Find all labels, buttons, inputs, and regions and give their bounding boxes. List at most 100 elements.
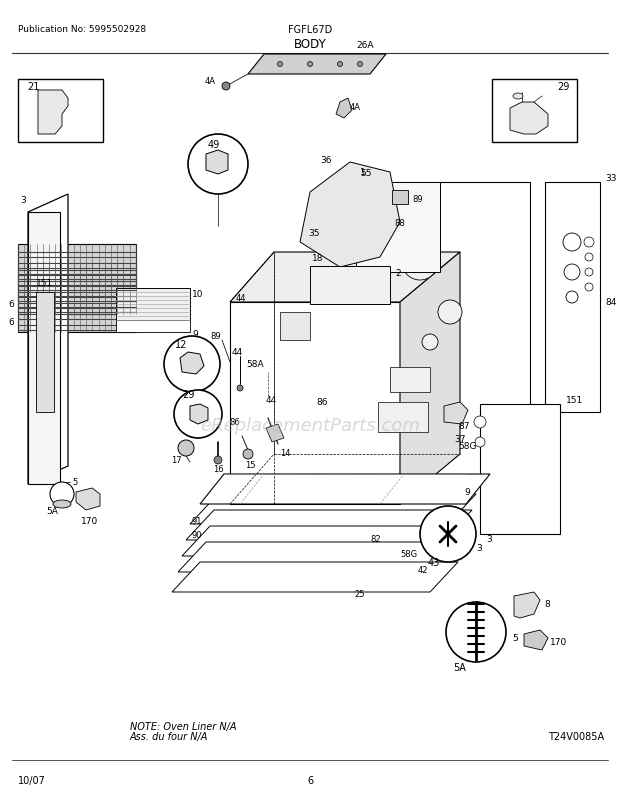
Text: 16: 16 <box>213 464 223 473</box>
Text: 44: 44 <box>266 396 277 405</box>
Text: 37: 37 <box>454 435 466 444</box>
Text: 90: 90 <box>192 530 203 539</box>
Text: 86: 86 <box>316 398 327 407</box>
Polygon shape <box>514 592 540 618</box>
Text: 29: 29 <box>182 390 194 399</box>
Ellipse shape <box>53 500 71 508</box>
Text: BODY: BODY <box>294 38 326 51</box>
Text: 44: 44 <box>236 294 247 302</box>
Text: 82: 82 <box>370 534 381 543</box>
Circle shape <box>237 386 243 391</box>
Text: 10: 10 <box>192 290 203 299</box>
Polygon shape <box>18 245 136 314</box>
Text: 5: 5 <box>512 634 518 642</box>
Bar <box>18 80 103 143</box>
Text: 6: 6 <box>307 775 313 784</box>
Text: FGFL67D: FGFL67D <box>288 25 332 34</box>
Text: 5: 5 <box>72 478 78 487</box>
Polygon shape <box>182 526 468 557</box>
Text: 12: 12 <box>175 339 187 350</box>
Text: 151: 151 <box>36 278 53 288</box>
Circle shape <box>164 337 220 392</box>
Polygon shape <box>392 191 408 205</box>
Text: 86: 86 <box>229 418 241 427</box>
Text: 6: 6 <box>8 300 14 309</box>
Polygon shape <box>18 263 136 333</box>
Circle shape <box>584 237 594 248</box>
Bar <box>492 80 577 143</box>
Text: 3: 3 <box>486 534 492 543</box>
Circle shape <box>585 269 593 277</box>
Polygon shape <box>38 91 68 135</box>
Polygon shape <box>206 151 228 175</box>
Text: 6: 6 <box>8 318 14 327</box>
Polygon shape <box>28 195 68 484</box>
Circle shape <box>585 253 593 261</box>
Circle shape <box>475 437 485 448</box>
Text: 87: 87 <box>458 422 469 431</box>
Polygon shape <box>18 245 136 314</box>
Text: 170: 170 <box>81 516 99 525</box>
Polygon shape <box>266 424 284 443</box>
Circle shape <box>566 292 578 304</box>
Text: 4A: 4A <box>205 76 216 85</box>
Polygon shape <box>280 313 310 341</box>
Text: 58G: 58G <box>400 550 417 559</box>
Circle shape <box>563 233 581 252</box>
Circle shape <box>50 482 74 506</box>
Text: Ass. du four N/A: Ass. du four N/A <box>130 731 208 741</box>
Circle shape <box>222 83 230 91</box>
Text: 91: 91 <box>192 516 203 525</box>
Polygon shape <box>180 353 204 375</box>
Circle shape <box>420 506 476 562</box>
Text: 25: 25 <box>355 589 365 599</box>
Circle shape <box>358 63 363 67</box>
Text: 55: 55 <box>360 168 371 178</box>
Text: 89: 89 <box>210 332 221 341</box>
Text: 49: 49 <box>208 140 220 150</box>
Polygon shape <box>28 213 60 484</box>
Text: 35: 35 <box>308 229 319 237</box>
Text: 18: 18 <box>312 253 324 263</box>
Text: 14: 14 <box>280 448 291 457</box>
Text: T24V0085A: T24V0085A <box>548 731 604 741</box>
Polygon shape <box>178 542 464 573</box>
Circle shape <box>243 449 253 460</box>
Polygon shape <box>510 103 548 135</box>
Circle shape <box>438 301 462 325</box>
Text: 1: 1 <box>360 168 366 176</box>
Circle shape <box>188 135 248 195</box>
Text: 26A: 26A <box>356 41 373 50</box>
Polygon shape <box>524 630 548 650</box>
Polygon shape <box>76 488 100 510</box>
Circle shape <box>564 265 580 281</box>
Text: 151: 151 <box>566 395 583 404</box>
Circle shape <box>337 63 342 67</box>
Polygon shape <box>444 403 468 424</box>
Text: 29: 29 <box>557 82 569 92</box>
Text: 4A: 4A <box>350 103 361 111</box>
Polygon shape <box>116 321 190 333</box>
Polygon shape <box>300 163 400 268</box>
Circle shape <box>446 602 506 662</box>
Polygon shape <box>356 183 440 273</box>
Text: NOTE: Oven Liner N/A: NOTE: Oven Liner N/A <box>130 721 236 731</box>
Text: 9: 9 <box>464 488 470 497</box>
Circle shape <box>474 416 486 428</box>
Text: 8: 8 <box>544 600 550 609</box>
Text: 33: 33 <box>605 174 616 183</box>
Text: 43: 43 <box>428 557 440 567</box>
Text: 2: 2 <box>395 268 401 277</box>
Polygon shape <box>36 293 54 412</box>
Text: 21: 21 <box>27 82 40 92</box>
Text: 44: 44 <box>232 348 243 357</box>
Text: Publication No: 5995502928: Publication No: 5995502928 <box>18 25 146 34</box>
Text: 36: 36 <box>320 156 332 164</box>
Polygon shape <box>336 99 352 119</box>
Text: 84: 84 <box>605 298 616 307</box>
Bar <box>390 367 430 392</box>
Ellipse shape <box>513 94 523 100</box>
Polygon shape <box>190 494 476 525</box>
Circle shape <box>402 245 438 281</box>
Polygon shape <box>248 55 386 75</box>
